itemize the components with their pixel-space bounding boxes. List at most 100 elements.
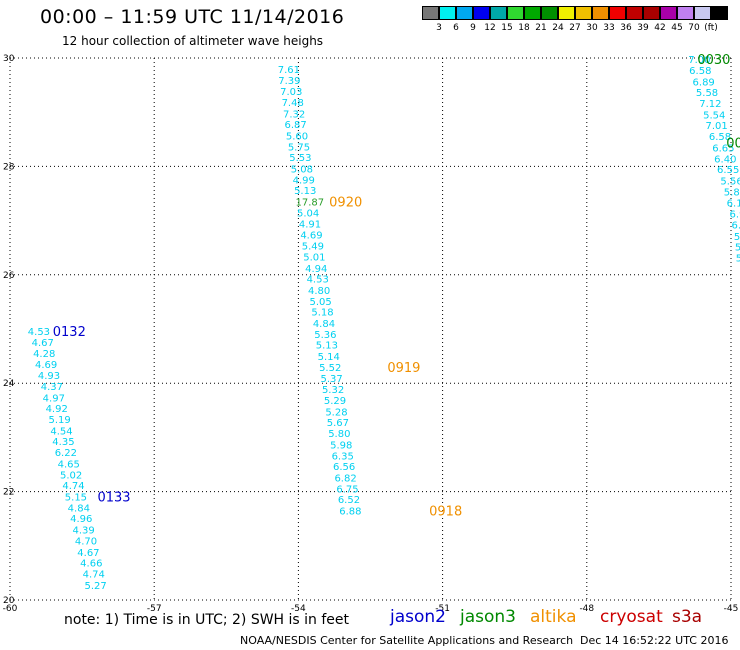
pass-time-label: 0030	[697, 53, 730, 68]
x-tick-label: -51	[435, 604, 450, 614]
pass-time-label: 0920	[329, 196, 362, 211]
wave-height-point: 4.69	[35, 360, 57, 371]
legend-swatch	[524, 6, 541, 20]
legend-swatch	[507, 6, 524, 20]
wave-height-point: 4.97	[43, 393, 65, 404]
wave-height-point: 5.14	[318, 352, 340, 363]
wave-height-point: 5.28	[325, 407, 347, 418]
wave-height-point: 4.74	[62, 481, 84, 492]
wave-height-point: 5.52	[319, 363, 341, 374]
wave-height-point: 5.29	[324, 396, 346, 407]
legend-value-label: 45	[671, 23, 683, 33]
wave-height-point: 6.22	[55, 448, 77, 459]
wave-height-point: 6.14	[727, 199, 740, 210]
legend-swatch	[473, 6, 490, 20]
legend-value-label: 24	[552, 23, 564, 33]
wave-height-point: 5.02	[60, 470, 82, 481]
x-tick-label: -45	[724, 604, 739, 614]
wave-height-point: 5.13	[316, 341, 338, 352]
wave-height-point: 5.67	[327, 418, 349, 429]
legend-swatch	[541, 6, 558, 20]
x-tick-label: -48	[579, 604, 594, 614]
legend-swatch	[575, 6, 592, 20]
wave-height-point: 6.87	[284, 120, 306, 131]
axis-ticks: -60 -57 -54 -51 -48 -45 30 28 26 24 22 20	[3, 54, 739, 614]
wave-height-point: 6.65	[712, 143, 734, 154]
wave-height-point: 5.19	[48, 415, 70, 426]
wave-height-point: 7.61	[278, 65, 300, 76]
wave-height-point: 6.35	[332, 451, 354, 462]
wave-height-point: 7.12	[699, 99, 721, 110]
wave-height-point: 4.74	[83, 569, 105, 580]
legend-value-label: 6	[453, 23, 459, 33]
wave-height-point: 5.05	[309, 297, 331, 308]
pass-time-label: 0132	[53, 325, 86, 340]
legend-value-label: 36	[620, 23, 632, 33]
wave-height-point: 4.37	[41, 382, 63, 393]
page-subtitle: 12 hour collection of altimeter wave hei…	[62, 34, 324, 48]
legend-value-label: 39	[637, 23, 649, 33]
legend-value-label: 18	[518, 23, 530, 33]
legend-swatch	[439, 6, 456, 20]
wave-height-point: 5.56	[720, 176, 740, 187]
wave-height-point: 5.37	[321, 374, 343, 385]
legend-value-label: 21	[535, 23, 547, 33]
wave-height-point: 5.58	[696, 88, 718, 99]
pass-time-label: 0133	[97, 490, 130, 505]
legend-jason3: jason3	[460, 607, 516, 627]
wave-height-point: 5.98	[330, 440, 352, 451]
wave-height-point: 5.8	[734, 232, 740, 243]
wave-height-point: 7.48	[282, 98, 304, 109]
wave-height-point: 6.04	[731, 220, 740, 231]
legend-swatch	[609, 6, 626, 20]
wave-height-point: 6.52	[338, 495, 360, 506]
legend-value-label: 30	[586, 23, 598, 33]
legend-swatch	[422, 6, 439, 20]
wave-height-point: 6.82	[334, 474, 356, 485]
wave-height-point: 4.94	[305, 264, 327, 275]
legend-swatch	[558, 6, 575, 20]
legend-value-label: 33	[603, 23, 615, 33]
wave-height-point: 7.32	[283, 109, 305, 120]
legend-swatch	[694, 6, 711, 20]
wave-height-point: 7.03	[280, 87, 302, 98]
legend-altika: altika	[530, 607, 577, 627]
legend-swatch	[677, 6, 694, 20]
wave-height-point: 5.27	[85, 581, 107, 592]
wave-height-point: 4.70	[75, 536, 97, 547]
wave-height-point: 4.54	[50, 426, 72, 437]
wave-height-point: 4.69	[300, 231, 322, 242]
credit-timestamp: Dec 14 16:52:22 UTC 2016	[580, 634, 729, 647]
wave-height-point: 5.36	[314, 330, 336, 341]
x-tick-label: -60	[3, 604, 18, 614]
x-tick-label: -57	[147, 604, 162, 614]
legend-value-label: 15	[501, 23, 513, 33]
y-tick-label: 22	[3, 488, 14, 498]
legend-swatch	[660, 6, 677, 20]
wave-height-point: 5.60	[286, 132, 308, 143]
wave-height-point: 5.15	[65, 492, 87, 503]
wave-height-point: 5.13	[294, 186, 316, 197]
legend-value-label: (ft)	[704, 23, 718, 33]
wave-height-point: 4.53	[28, 327, 50, 338]
wave-height-point: 4.67	[32, 338, 54, 349]
legend-value-label: 9	[470, 23, 476, 33]
wave-height-point: 4.53	[307, 275, 329, 286]
wave-height-point: 4.39	[72, 526, 94, 537]
wave-height-point: 5.08	[291, 165, 313, 176]
wave-height-point: 5.49	[302, 242, 324, 253]
wave-height-point: 4.66	[80, 559, 102, 570]
wave-height-point: 5.53	[289, 153, 311, 164]
wave-height-point: 4.35	[52, 437, 74, 448]
legend-swatch	[592, 6, 609, 20]
legend-cryosat: cryosat	[600, 607, 663, 627]
wave-height-point: 6.75	[336, 484, 358, 495]
legend-s3a: s3a	[672, 607, 703, 627]
legend-swatch	[643, 6, 660, 20]
legend-swatch	[456, 6, 473, 20]
y-tick-label: 30	[3, 54, 15, 64]
wave-height-point: 6.89	[693, 77, 715, 88]
wave-height-point: 6.58	[709, 132, 731, 143]
wave-height-point: 7.00	[688, 55, 710, 66]
